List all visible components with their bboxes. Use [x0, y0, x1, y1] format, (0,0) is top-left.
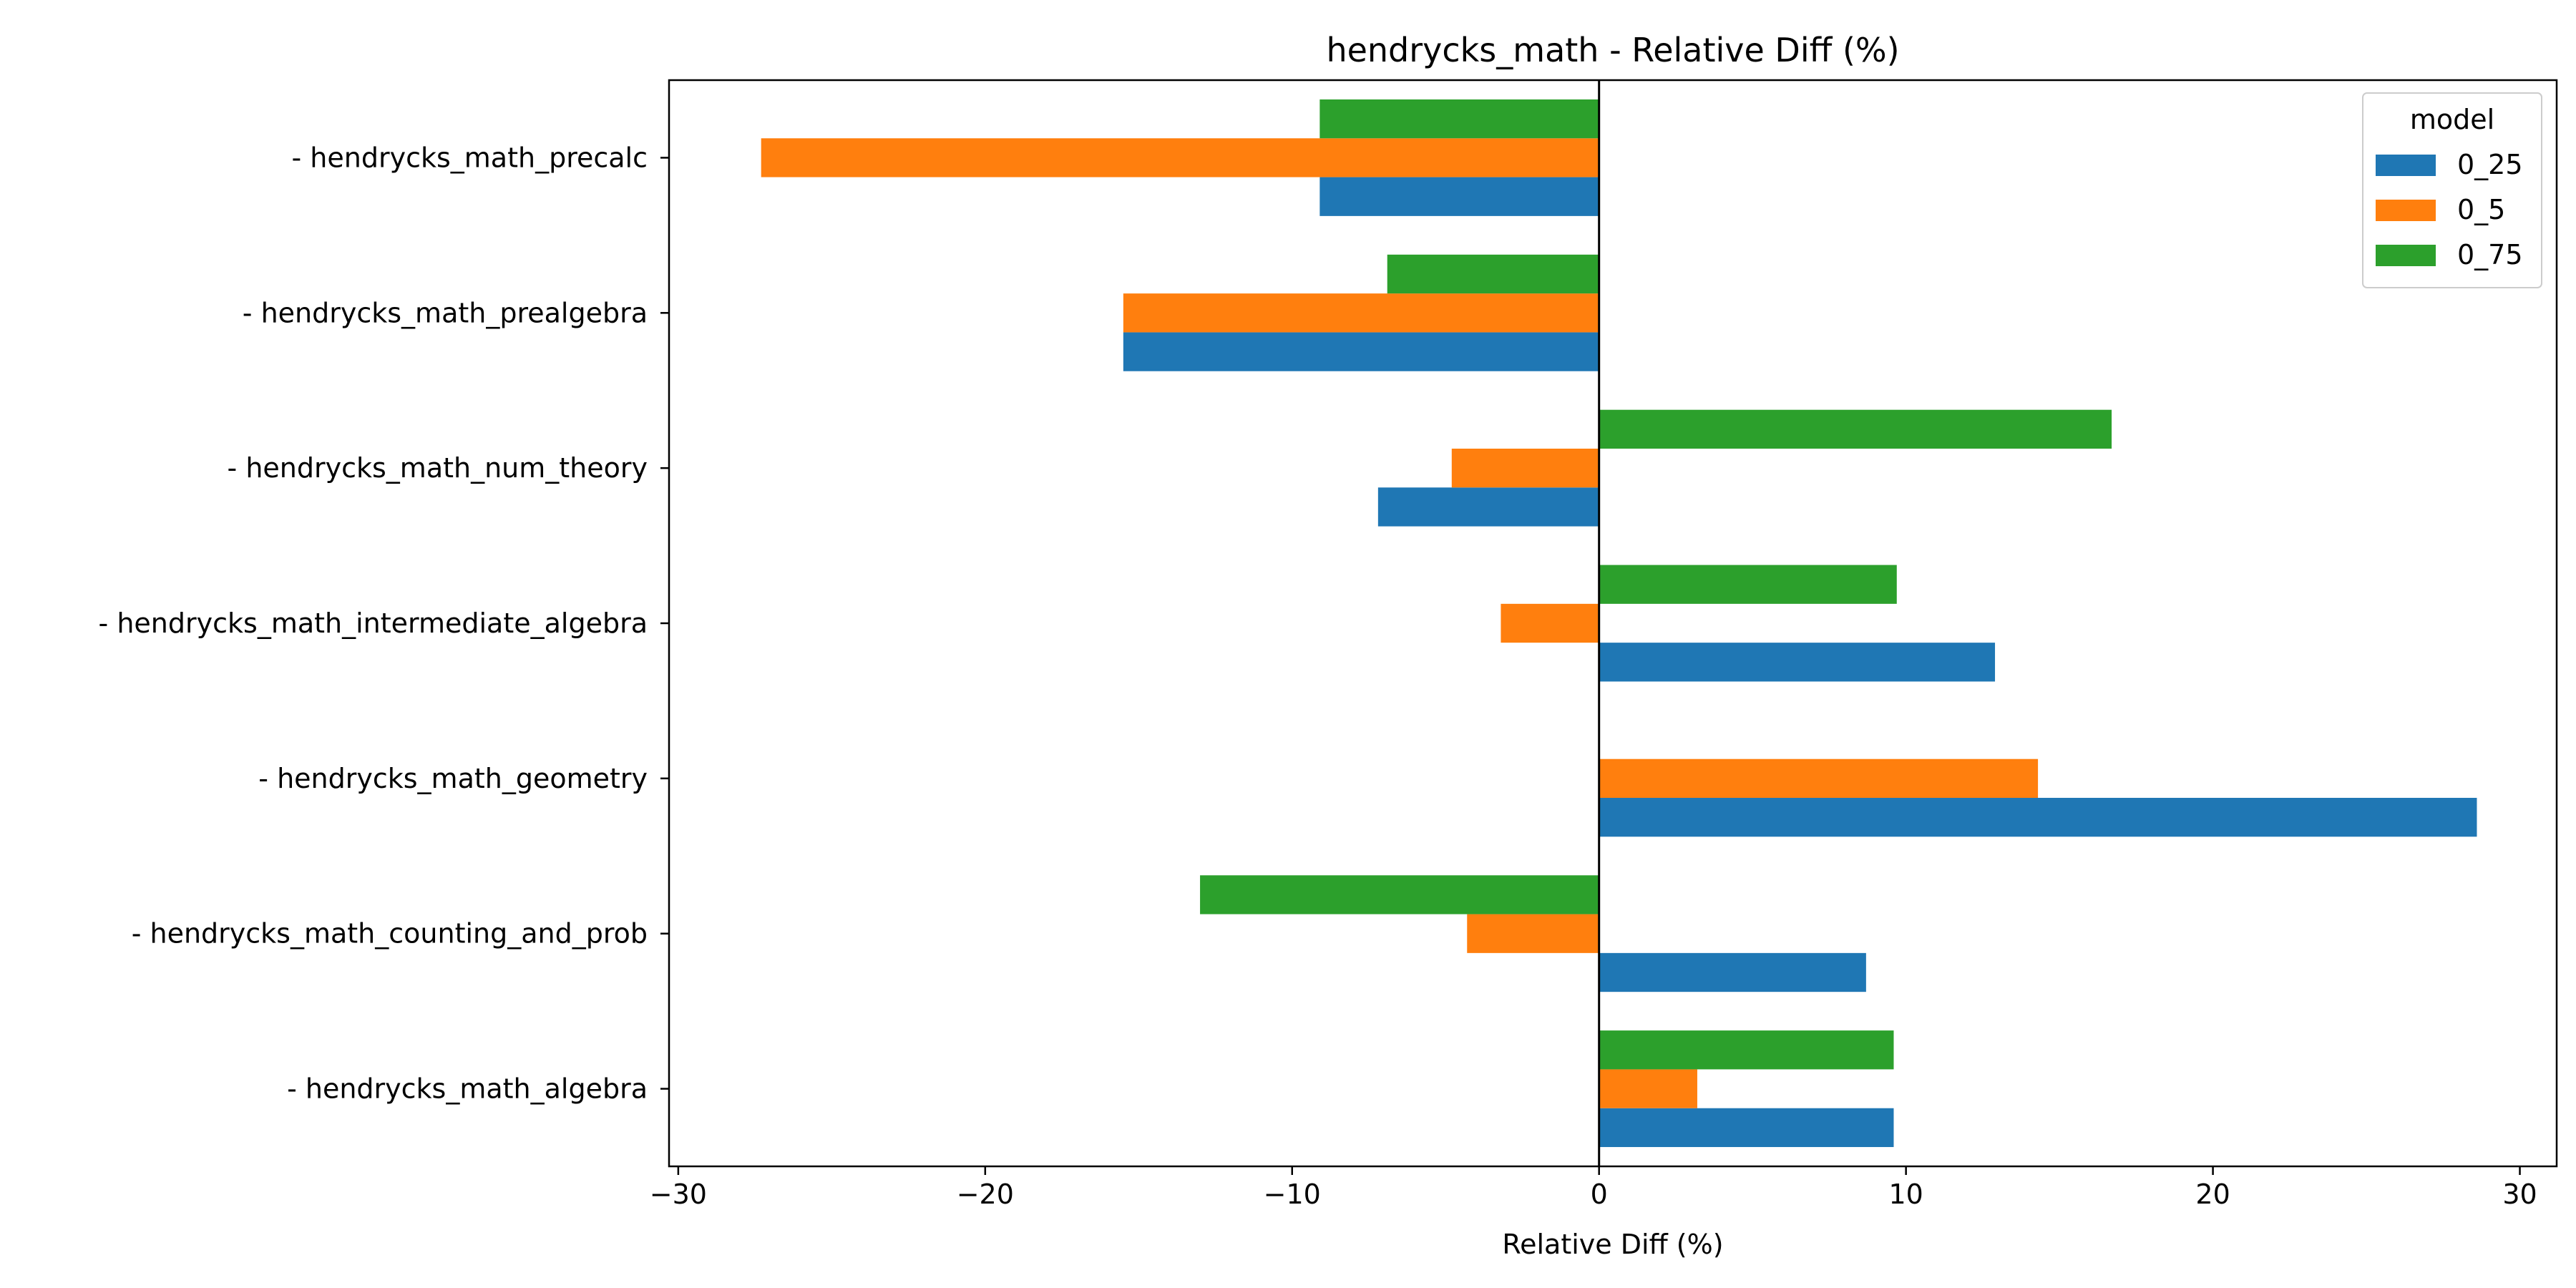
bar-0_75-hendrycks-math-counting-and-prob	[1200, 875, 1599, 914]
legend-title: model	[2410, 104, 2494, 135]
bar-0_5-hendrycks-math-algebra	[1599, 1069, 1697, 1108]
bar-0_25-hendrycks-math-precalc	[1319, 177, 1599, 216]
bar-0_75-hendrycks-math-num-theory	[1599, 409, 2112, 449]
bar-0_5-hendrycks-math-counting-and-prob	[1467, 914, 1599, 953]
bar-0_5-hendrycks-math-prealgebra	[1123, 293, 1599, 333]
bar-0_25-hendrycks-math-prealgebra	[1123, 332, 1599, 371]
legend-box	[2362, 92, 2542, 288]
bar-0_25-hendrycks-math-algebra	[1599, 1108, 1894, 1148]
y-tick-label: - hendrycks_math_algebra	[287, 1073, 648, 1105]
bar-0_5-hendrycks-math-num-theory	[1451, 448, 1599, 488]
x-tick-label: 0	[1591, 1179, 1608, 1210]
y-tick-label: - hendrycks_math_num_theory	[228, 452, 648, 484]
chart-title: hendrycks_math - Relative Diff (%)	[1326, 31, 1899, 69]
y-axis-ticks: - hendrycks_math_algebra - hendrycks_math…	[99, 142, 669, 1105]
bars-group	[761, 99, 2477, 1148]
bar-0_75-hendrycks-math-algebra	[1599, 1030, 1894, 1070]
legend-swatch-0_25	[2376, 155, 2436, 176]
legend-swatch-0_75	[2376, 245, 2436, 266]
legend: model 0_25 0_5 0_75	[2362, 92, 2542, 288]
bar-0_5-hendrycks-math-intermediate-algebra	[1501, 603, 1599, 643]
x-tick-label: −20	[957, 1179, 1014, 1210]
bar-0_5-hendrycks-math-precalc	[761, 138, 1599, 177]
legend-label-0_5: 0_5	[2457, 194, 2505, 225]
x-tick-label: 10	[1888, 1179, 1923, 1210]
bar-0_75-hendrycks-math-precalc	[1319, 99, 1599, 139]
bar-0_25-hendrycks-math-geometry	[1599, 798, 2477, 837]
legend-swatch-0_5	[2376, 200, 2436, 221]
legend-items: 0_25 0_5 0_75	[2376, 149, 2523, 270]
bar-0_25-hendrycks-math-intermediate-algebra	[1599, 643, 1996, 682]
bar-0_5-hendrycks-math-geometry	[1599, 758, 2039, 799]
y-tick-label: - hendrycks_math_geometry	[258, 763, 648, 794]
bar-0_25-hendrycks-math-counting-and-prob	[1599, 952, 1866, 992]
y-tick-label: - hendrycks_math_intermediate_algebra	[99, 608, 648, 639]
bar-0_75-hendrycks-math-intermediate-algebra	[1599, 565, 1897, 604]
x-tick-label: −30	[650, 1179, 707, 1210]
y-tick-label: - hendrycks_math_prealgebra	[243, 297, 648, 328]
x-axis-ticks: −30 −20 −10 0 10 20 30	[650, 1166, 2537, 1210]
legend-label-0_25: 0_25	[2457, 149, 2523, 180]
x-tick-label: −10	[1264, 1179, 1321, 1210]
legend-label-0_75: 0_75	[2457, 239, 2523, 270]
y-tick-label: - hendrycks_math_counting_and_prob	[132, 918, 648, 950]
x-tick-label: 30	[2502, 1179, 2537, 1210]
bar-0_75-hendrycks-math-prealgebra	[1387, 254, 1599, 294]
y-tick-label: - hendrycks_math_precalc	[292, 142, 648, 173]
x-tick-label: 20	[2195, 1179, 2230, 1210]
x-axis-label: Relative Diff (%)	[1502, 1229, 1723, 1260]
bar-0_25-hendrycks-math-num-theory	[1377, 487, 1599, 527]
